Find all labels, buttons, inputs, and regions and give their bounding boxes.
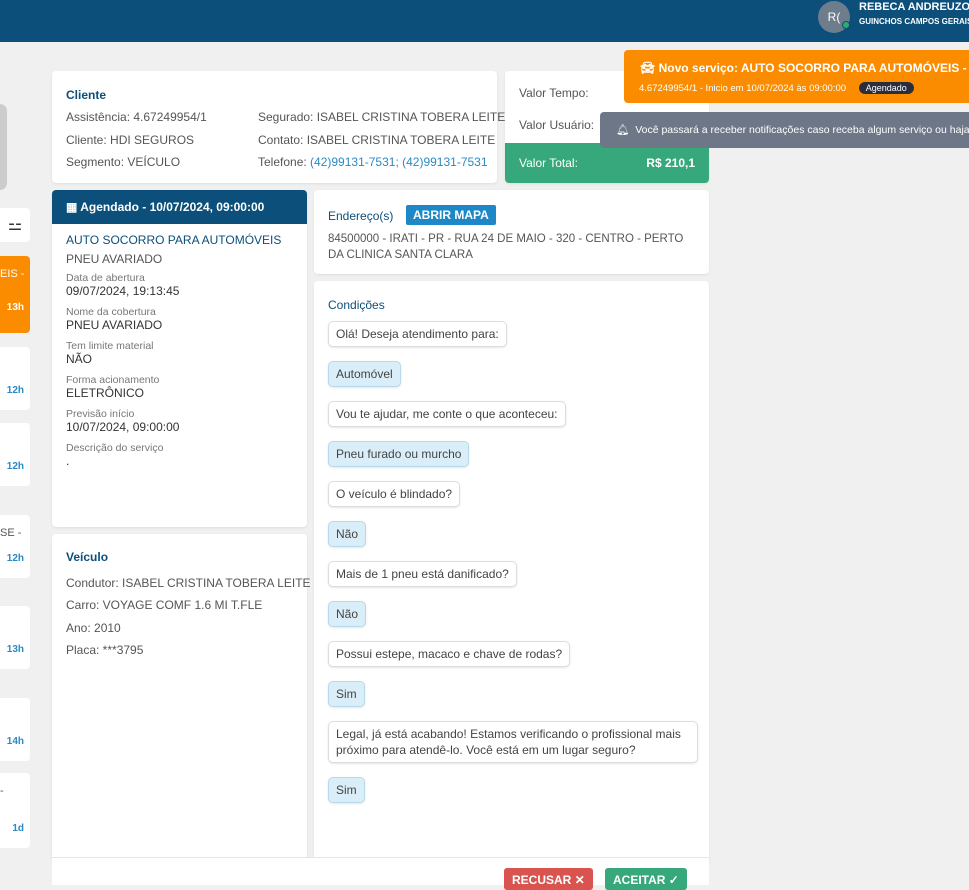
field-label: Tem limite material [66, 340, 154, 352]
field-value: ELETRÔNICO [66, 386, 145, 400]
telefone-link[interactable]: (42)99131-7531; (42)99131-7531 [310, 155, 488, 169]
segurado: Segurado: ISABEL CRISTINA TOBERA LEITE [258, 110, 506, 124]
online-status-dot [842, 21, 850, 29]
close-icon: ✕ [574, 873, 585, 887]
contato: Contato: ISABEL CRISTINA TOBERA LEITE [258, 133, 496, 147]
service-item-time: 13h [6, 644, 24, 655]
question-bubble: Possui estepe, macaco e chave de rodas? [328, 641, 571, 667]
check-icon: ✓ [668, 873, 679, 887]
valor-tempo: Valor Tempo: [519, 86, 589, 100]
servico-name: AUTO SOCORRO PARA AUTOMÓVEIS [66, 233, 282, 247]
endereco-text: 84500000 - IRATI - PR - RUA 24 DE MAIO -… [328, 233, 684, 261]
carro: Carro: VOYAGE COMF 1.6 MI T.FLE [66, 598, 263, 612]
field-label: Nome da cobertura [66, 306, 156, 318]
valor-total-label: Valor Total: [519, 156, 578, 170]
field-label: Previsão início [66, 408, 135, 420]
service-list-item[interactable]: - 1d [0, 773, 30, 848]
notification-banner: 🔔︎ Você passará a receber notificações c… [600, 112, 969, 148]
service-item-time: 12h [6, 385, 24, 396]
top-header [0, 0, 969, 42]
segmento: Segmento: VEÍCULO [66, 155, 181, 169]
veiculo-card: Veículo Condutor: ISABEL CRISTINA TOBERA… [52, 534, 311, 864]
service-item-text: - [0, 785, 4, 797]
recusar-button[interactable]: RECUSAR ✕ [504, 868, 593, 890]
cliente-name: Cliente: HDI SEGUROS [66, 133, 195, 147]
agendamento-card: ▦ Agendado - 10/07/2024, 09:00:00 AUTO S… [52, 190, 307, 527]
agendamento-header: ▦ Agendado - 10/07/2024, 09:00:00 [52, 190, 307, 224]
valor-usuario: Valor Usuário: [519, 118, 595, 132]
condicoes-title: Condições [328, 298, 385, 312]
question-bubble: Legal, já está acabando! Estamos verific… [328, 721, 698, 763]
field-value: 10/07/2024, 09:00:00 [66, 420, 180, 434]
abrir-mapa-button[interactable]: ABRIR MAPA [406, 205, 496, 225]
toast-badge: Agendado [858, 82, 914, 94]
service-item-text: EIS - [0, 268, 25, 280]
calendar-icon: ▦ [66, 200, 78, 214]
service-item-time: 1d [12, 823, 24, 834]
bell-icon: 🔔︎ [616, 124, 630, 136]
user-name: REBECA ANDREUZO C [859, 1, 969, 13]
endereco-card: Endereço(s) ABRIR MAPA 84500000 - IRATI … [314, 190, 709, 274]
telefone: Telefone: (42)99131-7531; (42)99131-7531 [258, 155, 488, 169]
car-icon: 🚘︎ [640, 61, 656, 75]
field-label: Forma acionamento [66, 374, 160, 386]
service-item-time: 13h [6, 302, 24, 313]
answer-bubble: Não [328, 601, 367, 627]
service-list-item[interactable]: 12h [0, 423, 30, 486]
answer-bubble: Pneu furado ou murcho [328, 441, 470, 467]
footer-bar [52, 857, 709, 885]
aceitar-button[interactable]: ACEITAR ✓ [605, 868, 687, 890]
field-value: NÃO [66, 352, 93, 366]
new-service-toast[interactable]: 🚘︎ Novo serviço: AUTO SOCORRO PARA AUTOM… [624, 50, 969, 103]
valor-total-row: Valor Total: R$ 210,1 [505, 143, 709, 183]
condutor: Condutor: ISABEL CRISTINA TOBERA LEITE [66, 576, 311, 590]
valor-total: R$ 210,1 [646, 156, 695, 170]
question-bubble: Olá! Deseja atendimento para: [328, 321, 507, 347]
field-label: Data de abertura [66, 272, 145, 284]
question-bubble: O veículo é blindado? [328, 481, 461, 507]
servico-sub: PNEU AVARIADO [66, 252, 163, 266]
toast-title: Novo serviço: AUTO SOCORRO PARA AUTOMÓVE… [658, 61, 969, 75]
answer-bubble: Automóvel [328, 361, 401, 387]
service-item-time: 12h [6, 461, 24, 472]
service-item-time: 14h [6, 736, 24, 747]
field-label: Descrição do serviço [66, 442, 164, 454]
service-list-item[interactable]: 13h [0, 606, 30, 669]
toast-subtitle: 4.67249954/1 - Inicio em 10/07/2024 às 0… [639, 83, 847, 94]
endereco-title: Endereço(s) [328, 209, 394, 223]
ano: Ano: 2010 [66, 621, 121, 635]
service-item-time: 12h [6, 553, 24, 564]
veiculo-title: Veículo [66, 550, 109, 564]
sliders-icon[interactable]: ⚍ [0, 208, 30, 242]
assistencia: Assistência: 4.67249954/1 [66, 110, 207, 124]
answer-bubble: Sim [328, 777, 365, 803]
cliente-title: Cliente [66, 88, 107, 102]
condicoes-card: Condições Olá! Deseja atendimento para: A… [314, 281, 709, 864]
notification-text: Você passará a receber notificações caso… [635, 124, 969, 136]
service-item-text: SE - [0, 527, 22, 539]
telefone-label: Telefone: [258, 155, 307, 169]
field-value: 09/07/2024, 19:13:45 [66, 284, 180, 298]
cliente-card: Cliente Assistência: 4.67249954/1 Client… [52, 71, 505, 183]
question-bubble: Vou te ajudar, me conte o que aconteceu: [328, 401, 566, 427]
service-list-item[interactable]: EIS - 13h [0, 256, 30, 333]
company-name: GUINCHOS CAMPOS GERAIS [859, 17, 969, 26]
service-list-item[interactable]: 12h [0, 347, 30, 410]
question-bubble: Mais de 1 pneu está danificado? [328, 561, 517, 587]
agendamento-date: Agendado - 10/07/2024, 09:00:00 [80, 200, 265, 214]
service-list-item[interactable]: 14h [0, 698, 30, 761]
field-value: PNEU AVARIADO [66, 318, 163, 332]
field-value: . [66, 454, 70, 468]
answer-bubble: Sim [328, 681, 365, 707]
service-list-item[interactable]: SE - 12h [0, 515, 30, 578]
sidebar-search-box[interactable] [0, 104, 7, 190]
placa: Placa: ***3795 [66, 643, 144, 657]
answer-bubble: Não [328, 521, 367, 547]
